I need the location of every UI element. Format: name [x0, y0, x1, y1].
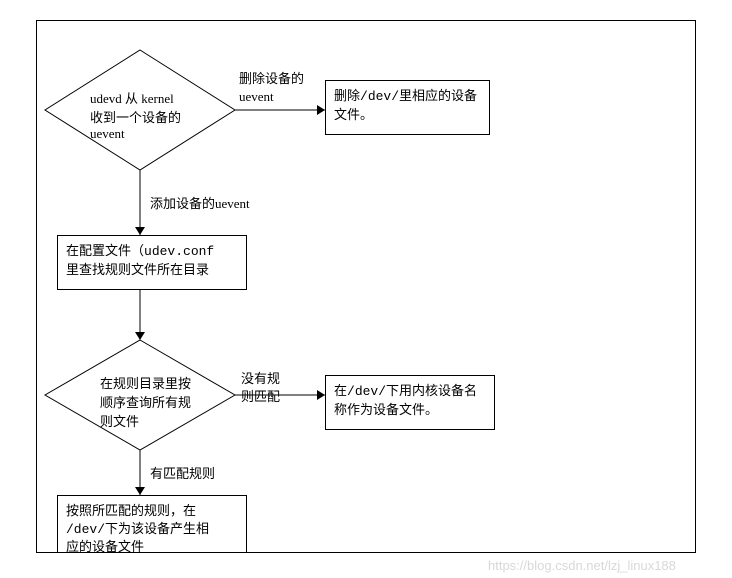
box-b_conf: 在配置文件（udev.conf里查找规则文件所在目录 — [57, 235, 247, 290]
canvas: https://blog.csdn.net/lzj_linux188 udevd… — [0, 0, 732, 578]
edge-label-l1: 删除设备的uevent — [239, 70, 304, 105]
diamond-label-d1: udevd 从 kernel收到一个设备的uevent — [90, 88, 200, 142]
edge-label-l5: 有匹配规则 — [150, 465, 215, 483]
diamond-label-d2: 在规则目录里按顺序查询所有规则文件 — [100, 373, 200, 430]
edge-label-l2: 添加设备的uevent — [150, 195, 250, 213]
box-b_delete: 删除/dev/里相应的设备文件。 — [325, 80, 490, 135]
box-b_match: 按照所匹配的规则，在/dev/下为该设备产生相应的设备文件 — [57, 495, 247, 553]
box-b_default: 在/dev/下用内核设备名称作为设备文件。 — [325, 375, 495, 430]
edge-label-l4: 没有规则匹配 — [241, 370, 280, 405]
watermark: https://blog.csdn.net/lzj_linux188 — [488, 558, 676, 573]
